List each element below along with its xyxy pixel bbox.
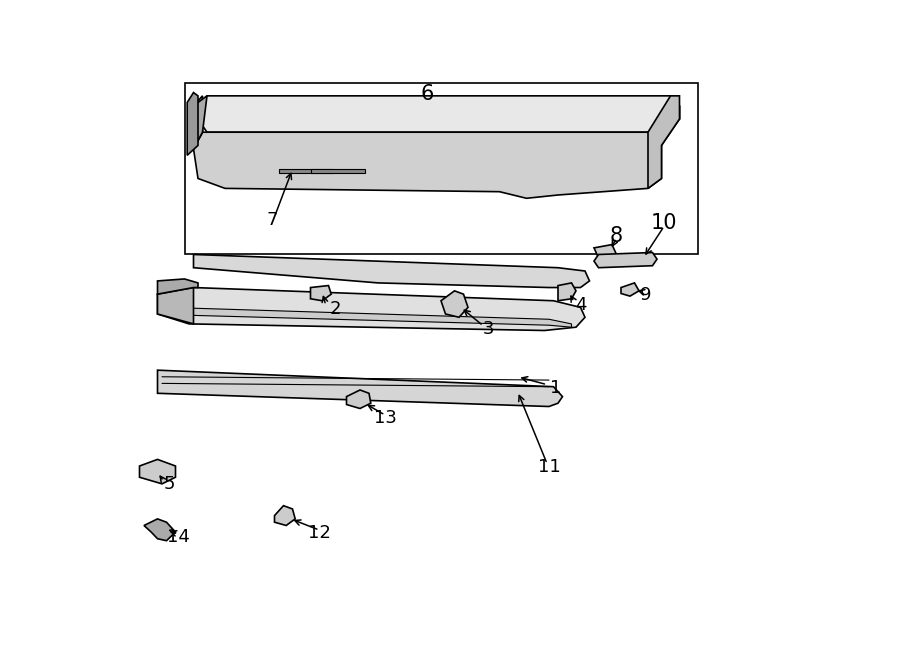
Text: 9: 9 <box>640 286 651 305</box>
Polygon shape <box>558 283 576 301</box>
Polygon shape <box>158 370 562 407</box>
Polygon shape <box>621 283 639 296</box>
Polygon shape <box>194 254 590 288</box>
Polygon shape <box>194 96 202 149</box>
Polygon shape <box>310 286 331 301</box>
Polygon shape <box>187 93 198 155</box>
Text: 3: 3 <box>483 320 494 338</box>
Polygon shape <box>274 506 295 525</box>
Text: 6: 6 <box>421 84 434 104</box>
Polygon shape <box>158 288 585 330</box>
Polygon shape <box>648 96 680 188</box>
Text: 14: 14 <box>166 528 190 547</box>
Polygon shape <box>279 169 333 173</box>
Polygon shape <box>158 279 198 294</box>
Text: 4: 4 <box>575 296 586 315</box>
Text: 10: 10 <box>651 214 678 233</box>
Polygon shape <box>194 96 207 149</box>
Polygon shape <box>194 132 662 198</box>
Polygon shape <box>158 288 194 324</box>
Polygon shape <box>144 519 176 541</box>
Text: 12: 12 <box>308 524 331 543</box>
Text: 8: 8 <box>610 226 623 246</box>
Text: 2: 2 <box>330 299 341 318</box>
Text: 1: 1 <box>550 379 561 397</box>
Polygon shape <box>140 459 176 484</box>
Text: 13: 13 <box>374 409 397 428</box>
Polygon shape <box>662 106 680 145</box>
Text: 11: 11 <box>537 458 561 477</box>
Polygon shape <box>310 169 365 173</box>
Polygon shape <box>594 245 616 258</box>
Text: 5: 5 <box>164 475 175 493</box>
Polygon shape <box>346 390 371 408</box>
Polygon shape <box>166 307 572 327</box>
Polygon shape <box>441 291 468 317</box>
Text: 7: 7 <box>267 211 278 229</box>
Polygon shape <box>198 96 680 132</box>
Polygon shape <box>594 253 657 268</box>
